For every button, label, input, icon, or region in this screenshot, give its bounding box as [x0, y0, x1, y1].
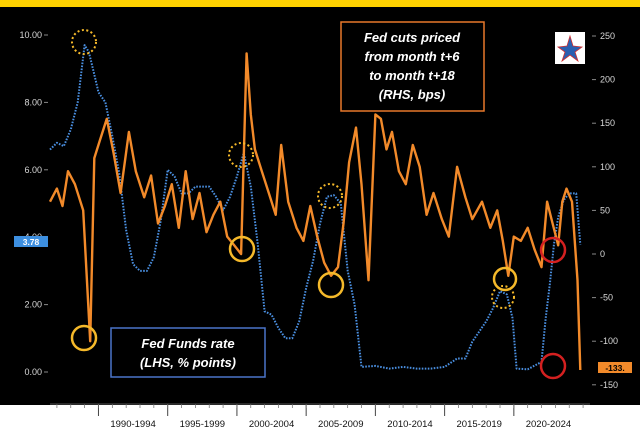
cuts-box-line-2: from month t+6 [365, 49, 461, 64]
left-tick-label: 10.00 [19, 30, 42, 40]
right-tick-label: 250 [600, 31, 615, 41]
red-circle-2024-low [539, 352, 567, 380]
right-badge-text: -133. [605, 363, 624, 373]
funds-annotation-box: Fed Funds rate (LHS, % points) [110, 327, 266, 378]
funds-box-border [110, 327, 266, 378]
gold-circle-2000-low [228, 235, 256, 263]
gold-circle-1989-low [70, 324, 98, 352]
left-tick-label: 2.00 [24, 300, 42, 310]
plot-background [0, 7, 640, 405]
right-tick-label: -150 [600, 380, 618, 390]
x-axis: 1990-1994 1995-1999 2000-2004 2005-2009 2010… [56, 404, 584, 430]
right-tick-label: -100 [600, 336, 618, 346]
left-badge-text: 3.78 [23, 237, 40, 247]
x-tick-label: 1990-1994 [110, 419, 155, 430]
cuts-annotation-box: Fed cuts priced from month t+6 to month … [340, 21, 485, 112]
left-tick-label: 8.00 [24, 97, 42, 107]
series-lines [48, 44, 582, 371]
x-tick-label: 2015-2019 [457, 419, 502, 430]
cuts-box-line-1: Fed cuts priced [364, 30, 461, 45]
right-tick-label: 200 [600, 75, 615, 85]
cuts-box-border [340, 21, 485, 112]
right-tick-label: 0 [600, 249, 605, 259]
right-tick-label: 100 [600, 162, 615, 172]
left-badge-box [14, 236, 48, 247]
right-tick-label: 150 [600, 118, 615, 128]
logo-star-icon [556, 34, 584, 63]
fed-funds-rate-line [49, 44, 582, 371]
right-badge-box [598, 362, 632, 373]
x-tick-label: 1995-1999 [180, 419, 225, 430]
annotation-circles [70, 29, 567, 380]
gold-dotted-circle-2000 [228, 142, 254, 168]
x-axis-band [0, 405, 640, 439]
right-value-badge: -133. [598, 362, 632, 373]
left-tick-label: 0.00 [24, 367, 42, 377]
funds-box-line-2: (LHS, % points) [140, 355, 236, 370]
fed-cuts-priced-line [48, 52, 582, 371]
x-tick-label: 2010-2014 [387, 419, 432, 430]
gold-circle-2019-high [492, 266, 518, 292]
left-tick-label: 6.00 [24, 165, 42, 175]
gold-dotted-circle-2006 [317, 183, 343, 209]
cuts-box-line-3: to month t+18 [369, 68, 455, 83]
right-tick-label: 50 [600, 205, 610, 215]
right-axis: 250 200 150 100 50 0 -50 -100 -150 [592, 31, 618, 390]
gold-dotted-circle-1989 [71, 29, 97, 55]
gold-dotted-circle-2019 [491, 285, 515, 309]
gold-circle-2006-low [317, 271, 345, 299]
right-tick-label: -50 [600, 293, 613, 303]
red-circle-2024-high [539, 236, 567, 264]
logo [555, 32, 585, 64]
top-band [0, 0, 640, 7]
left-value-badge: 3.78 [14, 236, 48, 247]
cuts-box-line-4: (RHS, bps) [379, 87, 445, 102]
x-tick-label: 2000-2004 [249, 419, 294, 430]
x-tick-label: 2020-2024 [526, 419, 571, 430]
funds-box-line-1: Fed Funds rate [141, 336, 234, 351]
x-tick-label: 2005-2009 [318, 419, 363, 430]
